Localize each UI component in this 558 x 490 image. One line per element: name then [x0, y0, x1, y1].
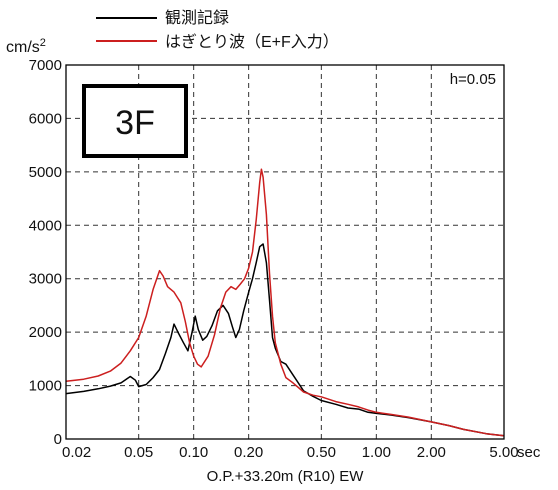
x-tick-label: 0.10: [179, 444, 208, 461]
x-tick-label: 5.00: [489, 444, 518, 461]
y-tick-label: 3000: [29, 271, 62, 288]
y-tick-labels: 0 1000 2000 3000 4000 5000 6000 7000: [29, 57, 62, 448]
x-tick-label: 2.00: [417, 444, 446, 461]
x-tick-label: 0.50: [307, 444, 336, 461]
floor-label: 3F: [115, 104, 155, 142]
x-tick-label: 0.05: [124, 444, 153, 461]
legend-label-observed: 観測記録: [165, 9, 229, 27]
y-tick-label: 2000: [29, 324, 62, 341]
legend: 観測記録 はぎとり波（E+F入力）: [96, 9, 339, 51]
legend-label-stripped: はぎとり波（E+F入力）: [165, 33, 339, 51]
x-axis-unit: sec: [517, 444, 541, 461]
damping-annotation: h=0.05: [450, 71, 496, 88]
series-line-observed: [65, 243, 505, 437]
y-axis-unit-exponent: 2: [40, 37, 46, 49]
x-axis-label: O.P.+33.20m (R10) EW: [207, 468, 365, 485]
y-tick-label: 7000: [29, 57, 62, 74]
y-tick-label: 0: [54, 431, 62, 448]
series-line-stripped: [65, 168, 505, 437]
y-tick-label: 4000: [29, 217, 62, 234]
x-tick-label: 1.00: [362, 444, 391, 461]
x-tick-label: 0.20: [234, 444, 263, 461]
series-layer: [65, 168, 505, 437]
y-tick-label: 5000: [29, 164, 62, 181]
y-tick-label: 6000: [29, 110, 62, 127]
x-tick-label: 0.02: [62, 444, 91, 461]
floor-label-box: 3F: [82, 84, 188, 158]
y-axis-unit: cm/s2: [6, 37, 46, 56]
plot-frame: [65, 64, 505, 440]
y-tick-label: 1000: [29, 378, 62, 395]
